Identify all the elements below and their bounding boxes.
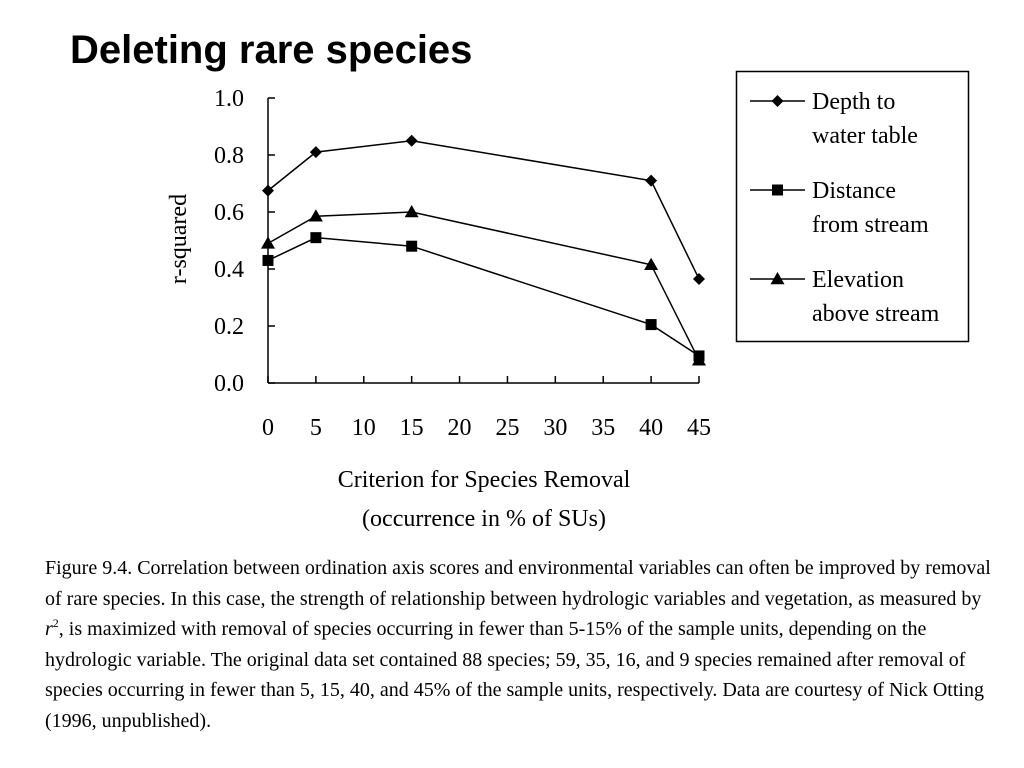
series-line-triangle	[267, 211, 700, 361]
series-line-square	[267, 236, 700, 357]
caption-text-before: Figure 9.4. Correlation between ordinati…	[45, 557, 991, 610]
y-tick-label: 0.4	[214, 257, 244, 283]
legend-label-line2: water table	[812, 123, 918, 149]
figure-caption: Figure 9.4. Correlation between ordinati…	[45, 553, 995, 736]
data-point-diamond	[405, 134, 418, 147]
caption-text-after: , is maximized with removal of species o…	[45, 618, 984, 732]
legend: Depth to water table Distance from stream El…	[735, 70, 970, 343]
x-tick-label: 5	[310, 415, 322, 441]
data-point-diamond	[645, 174, 658, 187]
data-point-diamond	[262, 184, 274, 197]
series-line-diamond	[267, 139, 700, 280]
caption-italic-r: r	[45, 618, 53, 640]
data-point-triangle	[404, 205, 419, 218]
data-point-triangle	[692, 353, 706, 366]
legend-label-line1: Distance	[812, 178, 896, 204]
x-tick-label: 0	[262, 415, 274, 441]
caption-superscript: 2	[52, 616, 59, 630]
tick-labels: 0.0 0.2 0.4 0.6 0.8 1.0 0 5 10 15 20 25 30 35 40 45	[214, 86, 711, 441]
data-point-diamond	[693, 272, 705, 285]
data-point-square	[645, 319, 657, 331]
x-tick-label: 45	[687, 415, 711, 441]
legend-marker-triangle	[770, 272, 785, 285]
data-point-triangle	[261, 236, 275, 249]
legend-marker-diamond	[771, 95, 784, 107]
data-point-triangle	[644, 257, 659, 270]
data-point-square	[262, 254, 274, 266]
y-tick-label: 0.2	[214, 314, 244, 340]
legend-label-line2: above stream	[812, 301, 940, 327]
x-axis-label-line2: (occurrence in % of SUs)	[362, 506, 606, 532]
data-point-diamond	[309, 146, 322, 159]
line-chart: 0.0 0.2 0.4 0.6 0.8 1.0 0 5 10 15 20 25 30 35 40 45 r-s…	[166, 70, 970, 532]
x-tick-label: 35	[591, 415, 615, 441]
legend-label-line1: Elevation	[812, 267, 904, 293]
x-tick-label: 40	[639, 415, 663, 441]
y-tick-label: 1.0	[214, 86, 244, 112]
x-tick-label: 30	[543, 415, 567, 441]
y-axis-label: r-squared	[166, 194, 192, 284]
x-tick-label: 25	[495, 415, 519, 441]
x-axis-label-line1: Criterion for Species Removal	[338, 467, 631, 493]
data-point-square	[310, 232, 322, 244]
legend-marker-square	[772, 184, 783, 196]
x-tick-label: 10	[352, 415, 376, 441]
data-point-square	[406, 240, 418, 252]
x-tick-label: 15	[400, 415, 424, 441]
legend-label-line2: from stream	[812, 212, 929, 238]
y-tick-label: 0.6	[214, 200, 244, 226]
legend-box	[735, 70, 970, 343]
chart-axes	[267, 97, 700, 384]
series-markers	[261, 134, 706, 366]
x-tick-label: 20	[448, 415, 472, 441]
series-lines	[267, 139, 700, 361]
y-tick-label: 0.0	[214, 371, 244, 397]
legend-label-line1: Depth to	[812, 89, 895, 115]
data-point-triangle	[308, 209, 323, 222]
page-title: Deleting rare species	[70, 28, 473, 72]
y-tick-label: 0.8	[214, 143, 244, 169]
